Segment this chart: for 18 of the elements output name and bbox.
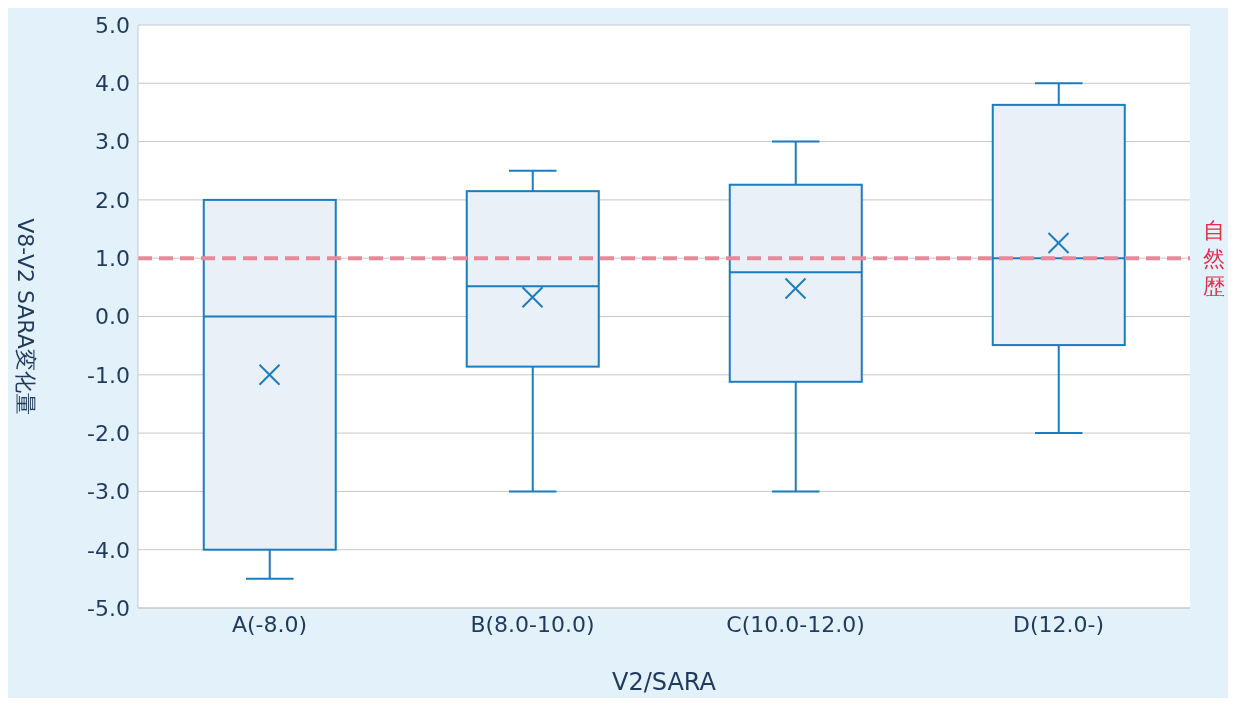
y-tick-label: -3.0: [87, 479, 130, 505]
y-tick-label: 1.0: [95, 246, 130, 272]
x-tick-label: A(-8.0): [231, 611, 308, 637]
x-tick-label: B(8.0-10.0): [470, 611, 595, 637]
y-tick-label: -4.0: [87, 537, 130, 563]
x-axis-title: V2/SARA: [612, 668, 717, 696]
y-tick-label: -5.0: [87, 595, 130, 621]
y-tick-label: 3.0: [95, 129, 130, 155]
y-tick-label: 5.0: [95, 12, 130, 38]
y-tick-label: -2.0: [87, 420, 130, 446]
x-tick-label: D(12.0-): [1012, 611, 1105, 637]
y-tick-label: 2.0: [95, 187, 130, 213]
y-tick-label: 4.0: [95, 71, 130, 97]
ref-line-label: 自然歴: [1203, 217, 1225, 299]
y-axis-title: V8-V2 SARA変化量: [13, 218, 39, 415]
x-tick-label: C(10.0-12.0): [726, 611, 865, 637]
y-tick-label: 0.0: [95, 304, 130, 330]
y-tick-label: -1.0: [87, 362, 130, 388]
